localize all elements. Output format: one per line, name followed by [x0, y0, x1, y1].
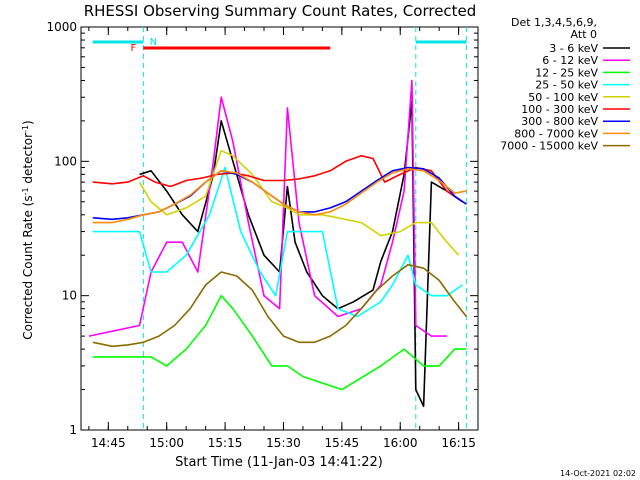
legend-label-3-6-kev: 3 - 6 keV — [549, 42, 598, 55]
flag-f-label: F — [130, 43, 136, 54]
observing-flags: NF — [92, 27, 467, 430]
y-tick-label: 1 — [69, 423, 77, 437]
x-axis-label: Start Time (11-Jan-03 14:41:22) — [175, 455, 383, 470]
flag-n-label: N — [150, 37, 157, 48]
legend-label-7000-15000-kev: 7000 - 15000 keV — [500, 140, 598, 153]
series-300-800-kev — [92, 166, 467, 221]
y-tick-label: 10 — [62, 289, 77, 303]
y-tick-label: 1000 — [46, 20, 77, 34]
legend-label-6-12-kev: 6 - 12 keV — [542, 54, 598, 67]
x-tick-label: 15:15 — [208, 436, 243, 450]
y-label-text: ) — [21, 120, 35, 125]
detector-info-line-1: Det 1,3,4,5,6,9, — [511, 16, 597, 29]
legend-label-300-800-kev: 300 - 800 keV — [521, 115, 598, 128]
legend-label-50-100-kev: 50 - 100 keV — [528, 91, 598, 104]
x-axis: 14:45 15:00 15:15 15:30 15:45 16:00 16:15 — [88, 27, 476, 450]
x-tick-label: 15:00 — [149, 436, 184, 450]
series-50-100-kev — [138, 149, 460, 256]
x-tick-label: 15:45 — [325, 436, 360, 450]
y-axis: 1 10 100 1000 — [46, 20, 478, 437]
y-label-text: Corrected Count Rate (s — [21, 195, 35, 339]
footer-date: 14-Oct-2021 02:02 — [560, 469, 636, 478]
y-axis-label: Corrected Count Rate (s-1 detector-1) — [21, 120, 36, 339]
series-12-25-kev — [92, 294, 467, 391]
series-100-300-kev — [92, 155, 463, 203]
series-6-12-kev — [88, 79, 447, 337]
chart-title: RHESSI Observing Summary Count Rates, Co… — [84, 2, 477, 20]
legend-label-100-300-kev: 100 - 300 keV — [521, 103, 598, 116]
series-lines — [88, 79, 468, 408]
y-label-superscript: -1 — [21, 187, 30, 195]
y-tick-label: 100 — [54, 154, 77, 168]
plot-frame — [80, 26, 479, 431]
series-7000-15000-kev — [92, 263, 468, 348]
y-label-text: detector — [21, 133, 35, 188]
legend-label-12-25-kev: 12 - 25 keV — [535, 66, 598, 79]
legend-label-800-7000-kev: 800 - 7000 keV — [514, 127, 598, 140]
x-tick-label: 16:15 — [441, 436, 476, 450]
series-800-7000-kev — [92, 168, 467, 224]
x-tick-label: 16:00 — [383, 436, 418, 450]
y-label-superscript: -1 — [21, 125, 30, 133]
series-25-50-kev — [92, 166, 463, 318]
x-tick-label: 15:30 — [266, 436, 301, 450]
detector-info-line-2: Att 0 — [571, 28, 597, 41]
legend-label-25-50-kev: 25 - 50 keV — [535, 79, 598, 92]
x-tick-label: 14:45 — [91, 436, 126, 450]
